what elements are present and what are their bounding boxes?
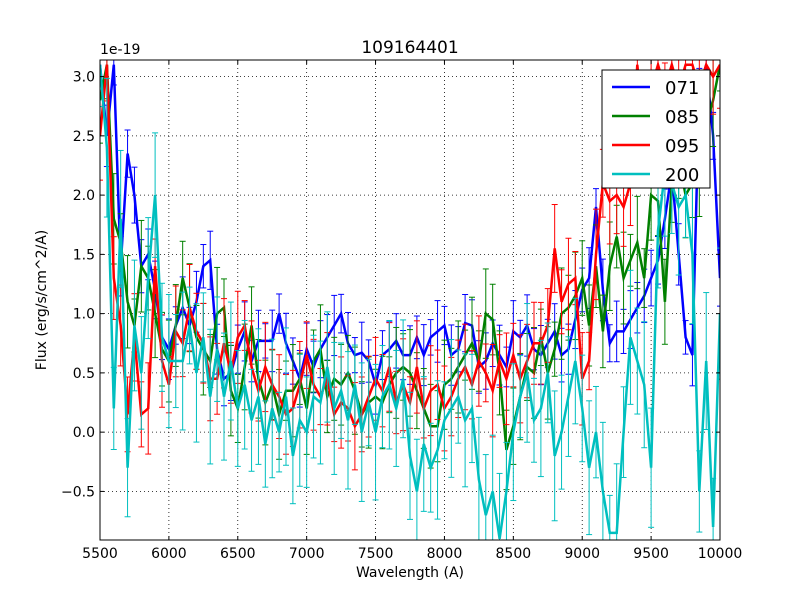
- x-tick-label: 9000: [564, 546, 600, 562]
- y-offset-label: 1e-19: [100, 42, 140, 58]
- legend-label-200: 200: [665, 165, 699, 186]
- x-tick-label: 8500: [496, 546, 532, 562]
- y-tick-label: 1.5: [73, 247, 95, 263]
- x-tick-label: 7500: [358, 546, 394, 562]
- x-tick-label: 10000: [698, 546, 743, 562]
- x-tick-label: 7000: [289, 546, 325, 562]
- x-tick-label: 6000: [151, 546, 187, 562]
- legend: 071 085 095 200: [602, 70, 710, 188]
- x-tick-label: 5500: [82, 546, 118, 562]
- y-tick-label: 0.0: [73, 425, 95, 441]
- x-tick-label: 9500: [633, 546, 669, 562]
- y-axis-label: Flux (erg/s/cm^2/A): [34, 230, 50, 370]
- legend-label-095: 095: [665, 136, 699, 157]
- x-tick-label: 8000: [427, 546, 463, 562]
- y-tick-label: 0.5: [73, 366, 95, 382]
- y-tick-label: 3.0: [73, 70, 95, 86]
- legend-label-071: 071: [665, 78, 699, 99]
- x-tick-label: 6500: [220, 546, 256, 562]
- y-tick-label: 1.0: [73, 307, 95, 323]
- y-tick-label: 2.0: [73, 188, 95, 204]
- x-axis-label: Wavelength (A): [356, 565, 464, 581]
- y-tick-label: −0.5: [61, 484, 95, 500]
- legend-label-085: 085: [665, 107, 699, 128]
- chart-title: 109164401: [361, 38, 458, 58]
- y-tick-label: 2.5: [73, 129, 95, 145]
